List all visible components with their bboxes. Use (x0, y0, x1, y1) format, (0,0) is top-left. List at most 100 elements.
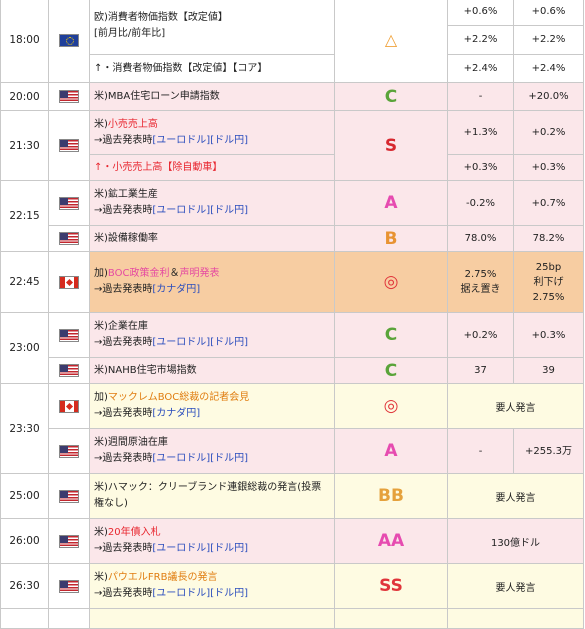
event-title: 米)MBA住宅ローン申請指数 (89, 82, 335, 111)
table-row: ↑・小売売上高【除自動車】 +0.3% +0.3% (1, 154, 584, 181)
event-title: 米)NAHB住宅市場指数 (89, 357, 335, 384)
table-row: 26:30 米)パウエルFRB議長の発言 →過去発表時[ユーロドル][ドル円] … (0, 563, 584, 609)
importance-rank: ◎ (383, 272, 399, 292)
past-release-link-eurusd[interactable]: [ユーロドル] (152, 205, 211, 216)
event-cell: 米)20年債入札 →過去発表時[ユーロドル][ドル円] (89, 518, 335, 564)
forecast-value: - (447, 82, 514, 111)
forecast-value: - (447, 428, 514, 474)
event-link[interactable]: 声明発表 (179, 268, 220, 279)
importance-rank: A (384, 441, 398, 461)
us-flag-icon (59, 90, 79, 103)
event-title: ↑・消費者物価指数【改定値】【コア】 (89, 54, 335, 83)
table-row: 22:45 加)BOC政策金利＆声明発表 →過去発表時[カナダ円] ◎ 2.75… (0, 251, 584, 313)
event-title: 米)ハマック：クリーブランド連銀総裁の発言(投票権なし) (89, 473, 335, 519)
us-flag-icon (59, 444, 79, 458)
previous-value: 78.2% (513, 225, 584, 252)
table-row: 米)NAHB住宅市場指数 C 37 39 (1, 357, 584, 384)
table-row: 米)週間原油在庫 →過去発表時[ユーロドル][ドル円] A - +255.3万 (1, 428, 584, 474)
past-release-link-usdjpy[interactable]: [ドル円] (210, 134, 249, 146)
importance-rank: △ (384, 30, 398, 49)
table-row: 20:00 米)MBA住宅ローン申請指数 C - +20.0% (0, 82, 584, 111)
previous-value: +255.3万 (513, 428, 584, 474)
event-cell: 米)企業在庫 →過去発表時[ユーロドル][ドル円] (89, 312, 335, 358)
canada-flag-icon (59, 399, 79, 413)
table-row: 米)設備稼働率 B 78.0% 78.2% (1, 225, 584, 252)
importance-rank: AA (377, 531, 405, 551)
event-cell: 加)BOC政策金利＆声明発表 →過去発表時[カナダ円] (89, 251, 335, 313)
table-row: 23:30 加)マックレムBOC総裁の記者会見 →過去発表時[カナダ円] ◎ 要… (0, 383, 584, 474)
table-row: 26:00 米)20年債入札 →過去発表時[ユーロドル][ドル円] AA 130… (0, 518, 584, 564)
importance-rank: A (384, 193, 398, 213)
importance-rank: C (384, 325, 398, 345)
us-flag-icon (59, 579, 79, 593)
event-title: ↑・小売売上高【除自動車】 (89, 154, 335, 181)
note-cell: 要人発言 (447, 473, 584, 519)
event-title: 米)設備稼働率 (89, 225, 335, 252)
past-release-link-cadjpy[interactable]: [カナダ円] (152, 408, 201, 419)
event-link[interactable]: マックレムBOC総裁の記者会見 (107, 392, 250, 403)
previous-value: 25bp 利下げ 2.75% (513, 251, 584, 313)
event-subtitle: [前月比/前年比] (94, 28, 166, 39)
us-flag-icon (59, 328, 79, 342)
importance-rank: S (384, 135, 398, 156)
importance-rank: ◎ (383, 396, 399, 416)
time-cell: 26:00 (0, 518, 49, 564)
previous-value: +0.3% (513, 312, 584, 358)
us-flag-icon (59, 364, 79, 377)
forecast-value: +0.2% (447, 312, 514, 358)
us-flag-icon (59, 534, 79, 548)
forecast-value: 78.0% (447, 225, 514, 252)
forecast-value: +0.3% (447, 154, 514, 181)
importance-rank: C (384, 86, 398, 107)
event-link[interactable]: パウエルFRB議長の発言 (107, 572, 218, 583)
table-row: 25:00 米)ハマック：クリーブランド連銀総裁の発言(投票権なし) BB 要人… (0, 473, 584, 519)
time-cell: 21:30 (0, 110, 49, 181)
forecast-value: +2.2% (463, 34, 498, 45)
us-flag-icon (59, 139, 79, 152)
past-release-link-eurusd[interactable]: [ユーロドル] (152, 588, 211, 599)
time-cell: 25:00 (0, 473, 49, 519)
time-cell: 22:15 (0, 180, 49, 252)
note-cell: 130億ドル (447, 518, 584, 564)
time-cell: 26:30 (0, 563, 49, 609)
event-link[interactable]: BOC政策金利 (107, 268, 170, 279)
past-release-link-eurusd[interactable]: [ユーロドル] (152, 453, 211, 464)
past-release-link-usdjpy[interactable]: [ドル円] (210, 543, 249, 554)
eu-flag-icon (59, 33, 79, 47)
past-release-link-eurusd[interactable]: [ユーロドル] (152, 134, 211, 146)
note-cell: 要人発言 (447, 383, 584, 429)
forecast-value: +0.6% (448, 0, 513, 26)
past-release-link-usdjpy[interactable]: [ドル円] (210, 588, 249, 599)
importance-rank: SS (379, 576, 403, 596)
event-cell: 加)マックレムBOC総裁の記者会見 →過去発表時[カナダ円] (89, 383, 335, 429)
time-cell: 18:00 (0, 0, 49, 83)
previous-value: +2.2% (531, 34, 566, 45)
event-link[interactable]: 小売売上高 (107, 118, 158, 130)
time-cell: 20:00 (0, 82, 49, 111)
importance-rank: C (384, 360, 398, 381)
event-cell: 米)週間原油在庫 →過去発表時[ユーロドル][ドル円] (89, 428, 335, 474)
event-cell: 米)鉱工業生産 →過去発表時[ユーロドル][ドル円] (89, 180, 335, 226)
past-release-link-eurusd[interactable]: [ユーロドル] (152, 337, 211, 348)
event-link[interactable]: 20年債入札 (107, 527, 161, 538)
us-flag-icon (59, 232, 79, 245)
past-release-link-usdjpy[interactable]: [ドル円] (210, 453, 249, 464)
forecast-value: -0.2% (447, 180, 514, 226)
event-title: 米)週間原油在庫 (94, 437, 168, 448)
previous-value: +20.0% (513, 82, 584, 111)
forecast-value: +1.3% (447, 110, 514, 155)
time-cell: 23:30 (0, 383, 49, 474)
past-release-link-cadjpy[interactable]: [カナダ円] (152, 284, 201, 295)
event-cell: 米)小売売上高 →過去発表時[ユーロドル][ドル円] (89, 110, 335, 155)
table-row: 23:00 米)企業在庫 →過去発表時[ユーロドル][ドル円] C +0.2% … (0, 312, 584, 384)
past-release-link-usdjpy[interactable]: [ドル円] (210, 205, 249, 216)
canada-flag-icon (59, 275, 79, 289)
previous-value: +0.7% (513, 180, 584, 226)
event-title: 米)企業在庫 (94, 321, 148, 332)
event-cell: 米)パウエルFRB議長の発言 →過去発表時[ユーロドル][ドル円] (89, 563, 335, 609)
note-cell: 要人発言 (447, 563, 584, 609)
past-release-link-usdjpy[interactable]: [ドル円] (210, 337, 249, 348)
past-release-link-eurusd[interactable]: [ユーロドル] (152, 543, 211, 554)
table-row: 22:15 米)鉱工業生産 →過去発表時[ユーロドル][ドル円] A -0.2%… (0, 180, 584, 252)
